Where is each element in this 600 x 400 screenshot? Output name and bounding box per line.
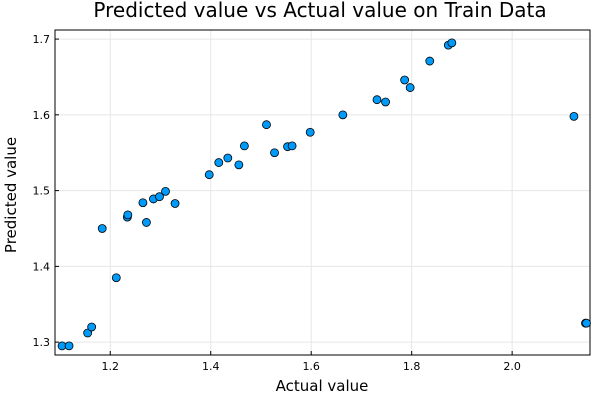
- data-point: [64, 341, 74, 351]
- x-tick-label: 1.6: [302, 360, 320, 373]
- x-tick-label: 1.4: [202, 360, 220, 373]
- x-tick-label: 2.0: [503, 360, 521, 373]
- y-tick-label: 1.5: [33, 185, 51, 198]
- y-tick-label: 1.4: [33, 260, 51, 273]
- data-point: [111, 273, 121, 283]
- data-point: [234, 160, 244, 170]
- data-point: [204, 170, 214, 180]
- data-point: [138, 198, 148, 208]
- y-tick-label: 1.3: [33, 336, 51, 349]
- data-point: [287, 141, 297, 151]
- data-point: [123, 210, 133, 220]
- data-point: [214, 158, 224, 167]
- plot-frame: [54, 29, 591, 356]
- data-point: [170, 199, 180, 208]
- y-axis-label: Predicted value: [2, 137, 20, 253]
- data-point: [83, 328, 93, 338]
- data-point: [161, 186, 170, 196]
- x-axis-label: Actual value: [276, 377, 369, 395]
- data-point: [239, 141, 249, 151]
- data-point: [87, 322, 97, 332]
- axis-ticks: 1.2 1.4 1.6 1.8 2.0 1.3 1.4 1.5 1.6 1.7: [33, 33, 521, 373]
- grid-lines: [55, 30, 590, 355]
- data-point: [262, 120, 271, 130]
- data-point: [381, 97, 390, 107]
- data-point: [223, 153, 233, 163]
- data-point: [400, 75, 410, 85]
- data-point: [270, 148, 279, 158]
- y-tick-label: 1.7: [33, 33, 51, 46]
- data-point: [447, 38, 457, 48]
- data-point: [305, 127, 315, 137]
- data-point: [97, 224, 107, 233]
- data-point: [569, 111, 579, 121]
- x-tick-label: 1.2: [102, 360, 120, 373]
- x-tick-label: 1.8: [403, 360, 421, 373]
- data-point: [405, 83, 415, 92]
- data-point: [155, 192, 164, 202]
- y-tick-label: 1.6: [33, 109, 51, 122]
- data-point: [425, 56, 435, 66]
- data-point: [582, 318, 591, 328]
- data-points: [57, 38, 591, 351]
- data-point: [372, 95, 382, 105]
- data-point: [142, 218, 151, 227]
- data-point: [338, 110, 348, 120]
- chart-title: Predicted value vs Actual value on Train…: [93, 0, 546, 22]
